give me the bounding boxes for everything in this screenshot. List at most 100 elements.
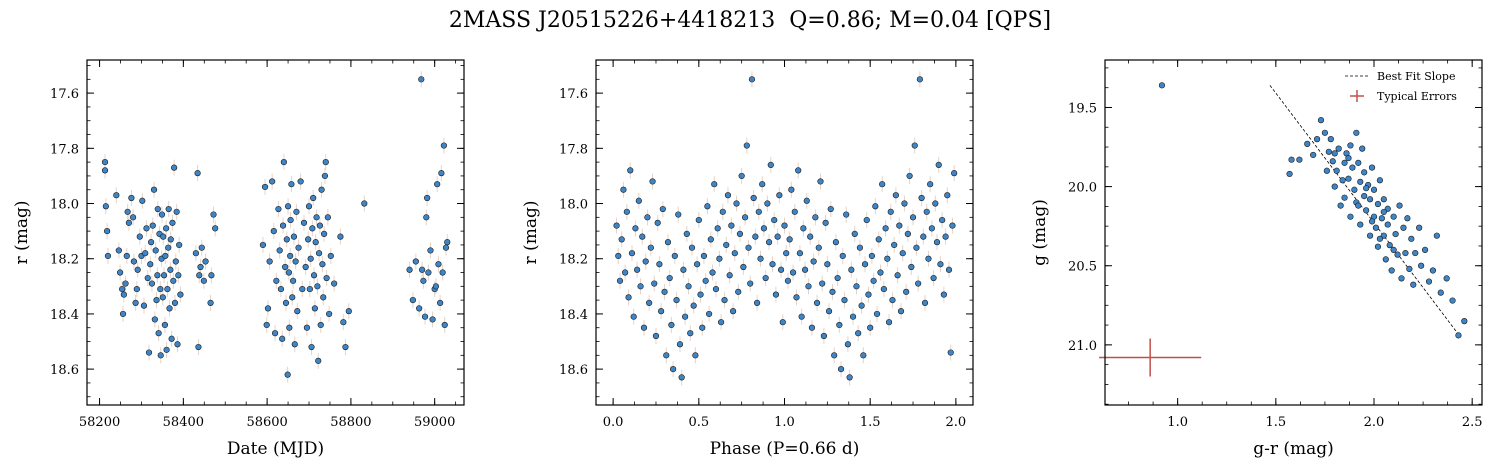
data-point: [276, 247, 283, 254]
data-point: [834, 274, 841, 282]
data-point: [870, 277, 877, 284]
axes-frame: [1104, 59, 1483, 406]
data-point: [904, 230, 911, 237]
data-point: [132, 299, 139, 306]
data-point: [1374, 243, 1382, 250]
data-point: [719, 208, 726, 215]
data-point: [1355, 202, 1362, 209]
data-point: [439, 269, 446, 276]
data-point: [666, 274, 673, 282]
data-point: [1339, 177, 1346, 184]
x-tick-label: 2.0: [946, 415, 967, 430]
data-point: [424, 194, 431, 202]
data-point: [345, 308, 352, 315]
x-axis-label: Date (MJD): [227, 439, 324, 459]
data-point: [291, 341, 298, 348]
data-point: [147, 261, 154, 268]
data-point: [765, 239, 773, 246]
data-point: [896, 222, 903, 229]
data-point: [860, 352, 867, 359]
x-tick-label: 1.0: [1167, 415, 1188, 430]
data-point: [863, 216, 870, 224]
data-point: [1366, 232, 1374, 239]
data-point: [293, 208, 300, 215]
data-point: [707, 236, 714, 243]
data-point: [656, 261, 663, 268]
data-point: [858, 302, 865, 309]
data-point: [177, 291, 184, 298]
data-point: [752, 233, 759, 240]
data-point: [1333, 167, 1340, 174]
data-point: [894, 272, 901, 279]
data-point: [903, 288, 910, 295]
data-point: [1433, 232, 1440, 239]
data-point: [321, 172, 329, 180]
data-point: [620, 186, 627, 193]
data-point: [133, 285, 140, 293]
data-point: [668, 321, 675, 329]
data-point: [435, 261, 442, 268]
data-point: [740, 263, 747, 271]
data-point: [158, 211, 166, 218]
data-point: [434, 181, 441, 188]
x-tick-label: 58800: [330, 415, 371, 430]
data-point: [1443, 275, 1450, 282]
data-point: [1296, 156, 1303, 163]
data-point: [361, 200, 368, 207]
data-point: [875, 236, 882, 243]
data-point: [140, 302, 148, 309]
data-point: [700, 252, 708, 260]
data-point: [288, 181, 295, 188]
data-point: [872, 203, 879, 210]
y-tick-label: 17.6: [50, 87, 79, 102]
data-point: [312, 239, 319, 246]
data-point: [164, 285, 171, 293]
data-point: [307, 255, 314, 262]
data-point: [124, 208, 131, 215]
data-point: [320, 294, 327, 301]
data-point: [437, 299, 444, 306]
data-point: [147, 239, 155, 246]
data-point: [736, 230, 744, 237]
phased-light-curve-panel: 0.0 0.5 1.0 1.5 2.0 17.6 17.8 18.0 18.2 18.4 18.6 P…: [521, 59, 974, 459]
data-point: [877, 269, 884, 276]
data-point: [880, 285, 887, 293]
data-point: [1351, 186, 1358, 193]
data-point: [162, 252, 169, 260]
data-point: [287, 252, 294, 260]
data-point: [143, 225, 150, 232]
data-point: [817, 178, 824, 185]
data-point: [284, 371, 291, 378]
data-point: [313, 214, 320, 221]
data-point: [149, 222, 156, 229]
data-point: [940, 291, 947, 298]
legend: Best Fit Slope Typical Errors: [1345, 70, 1457, 103]
data-point: [916, 76, 923, 83]
y-tick-label: 17.6: [559, 87, 588, 102]
data-point: [651, 280, 658, 287]
data-point: [1368, 218, 1376, 225]
data-point: [1437, 289, 1444, 296]
data-point: [295, 244, 302, 251]
data-point: [724, 192, 732, 199]
data-point: [128, 194, 135, 202]
data-points: [101, 76, 451, 378]
data-point: [210, 211, 217, 218]
data-point: [704, 203, 711, 210]
data-point: [932, 200, 939, 207]
data-point: [741, 214, 749, 221]
data-point: [176, 241, 183, 249]
data-point: [887, 208, 894, 215]
data-point: [819, 280, 826, 287]
data-point: [654, 219, 661, 226]
data-point: [930, 274, 937, 282]
data-point: [625, 294, 632, 301]
data-point: [844, 341, 852, 348]
data-point: [947, 349, 954, 356]
data-point: [130, 258, 138, 265]
data-point: [1449, 297, 1456, 304]
data-point: [310, 194, 317, 202]
data-point: [642, 258, 649, 265]
data-point: [867, 324, 874, 331]
data-point: [680, 266, 687, 273]
